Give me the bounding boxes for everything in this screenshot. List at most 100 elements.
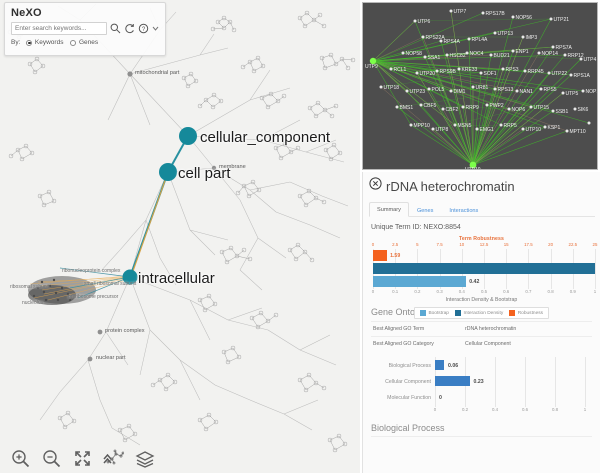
search-input[interactable]: [11, 22, 107, 35]
go-category-bar[interactable]: [435, 360, 444, 370]
network-node[interactable]: [523, 69, 527, 73]
network-node[interactable]: [543, 125, 547, 129]
layers-icon[interactable]: [134, 448, 155, 469]
network-node[interactable]: [475, 127, 479, 131]
network-node-label[interactable]: KSP1: [548, 125, 561, 131]
chevron-down-icon[interactable]: [152, 22, 159, 35]
network-node-label[interactable]: UTP21: [554, 17, 570, 23]
tree-label-mitochondrial-part[interactable]: mitochondrial part: [135, 70, 180, 76]
bar-bootstrap[interactable]: [373, 276, 467, 287]
bar-interaction-density[interactable]: [373, 263, 595, 274]
network-node-label[interactable]: RPS1A: [574, 73, 591, 79]
network-node-label[interactable]: NOP56: [516, 15, 533, 21]
radio-genes[interactable]: Genes: [70, 39, 98, 46]
ontology-tree-graph[interactable]: [0, 0, 360, 473]
network-node-label[interactable]: UTP20: [420, 71, 436, 77]
network-node-label[interactable]: UTP4: [584, 57, 597, 63]
tree-label-cell-part[interactable]: cell part: [178, 165, 231, 182]
legend-interaction-density[interactable]: Interaction Density: [454, 310, 503, 316]
tab-interactions[interactable]: Interactions: [449, 208, 479, 214]
network-node-label[interactable]: UTP23: [410, 89, 426, 95]
network-node-label[interactable]: RRP45: [528, 69, 544, 75]
network-node-label[interactable]: RPS17B: [486, 11, 506, 17]
network-node-label[interactable]: CBF5: [424, 103, 437, 109]
network-node[interactable]: [573, 107, 577, 111]
network-node[interactable]: [549, 17, 553, 21]
network-node[interactable]: [579, 57, 583, 61]
network-node[interactable]: [493, 31, 497, 35]
network-node-label[interactable]: UTP15: [534, 105, 550, 111]
network-node[interactable]: [395, 105, 399, 109]
search-icon[interactable]: [109, 22, 121, 35]
network-node[interactable]: [379, 85, 383, 89]
network-node-label[interactable]: SSB1: [556, 109, 569, 115]
network-node-label[interactable]: MPP10: [414, 123, 431, 129]
network-node[interactable]: [421, 35, 425, 39]
network-node[interactable]: [507, 107, 511, 111]
network-node[interactable]: [565, 129, 569, 133]
network-node[interactable]: [441, 107, 445, 111]
network-node-label[interactable]: BUD21: [494, 53, 510, 59]
network-node[interactable]: [521, 127, 525, 131]
network-node[interactable]: [547, 71, 551, 75]
network-node-label[interactable]: NOP14: [542, 51, 559, 57]
network-node-label[interactable]: UTP8: [436, 127, 449, 133]
network-node[interactable]: [499, 123, 503, 127]
network-node-label[interactable]: RPS13: [498, 87, 514, 93]
network-node[interactable]: [539, 87, 543, 91]
network-node-label[interactable]: UTP7: [454, 9, 467, 15]
network-node-label[interactable]: NOP1: [586, 89, 599, 95]
network-node-label[interactable]: SSA1: [428, 55, 441, 61]
network-node-label[interactable]: HSC82: [450, 53, 466, 59]
close-circle-icon[interactable]: [369, 177, 382, 195]
network-node[interactable]: [467, 37, 471, 41]
network-node-label[interactable]: NOP58: [406, 51, 423, 57]
network-node[interactable]: [461, 105, 465, 109]
network-node[interactable]: [453, 123, 457, 127]
network-node-label[interactable]: MPT10: [570, 129, 586, 135]
network-node[interactable]: [419, 103, 423, 107]
refresh-icon[interactable]: [123, 22, 135, 35]
network-node-label[interactable]: UTP10: [526, 127, 542, 133]
tree-label-intracellular[interactable]: intracellular: [138, 270, 215, 287]
network-node[interactable]: [389, 67, 393, 71]
network-node-label[interactable]: UTP13: [498, 31, 514, 37]
network-node[interactable]: [511, 15, 515, 19]
network-node-label[interactable]: NOC4: [470, 51, 484, 57]
gene-interaction-network[interactable]: UTP6 UTP7 RPS17B NOP56 UTP21 RPS22A RPS4A RPL4A…: [362, 2, 598, 170]
network-node[interactable]: [561, 91, 565, 95]
network-node[interactable]: [449, 89, 453, 93]
network-node-label[interactable]: RRP9: [466, 105, 480, 111]
network-node[interactable]: [457, 67, 461, 71]
network-node-label[interactable]: SIK6: [578, 107, 589, 113]
zoom-out-icon[interactable]: [41, 448, 62, 469]
network-node-label[interactable]: RPS3: [506, 67, 519, 73]
network-node[interactable]: [551, 109, 555, 113]
network-node-label[interactable]: ENP1: [516, 49, 529, 55]
network-node-label[interactable]: NOP6: [512, 107, 526, 113]
network-node-label[interactable]: RPL4A: [472, 37, 489, 43]
legend-bootstrap[interactable]: Bootstrap: [419, 310, 449, 316]
tree-label-ribonucleoprotein-complex[interactable]: ribonucleoprotein complex: [62, 268, 121, 274]
network-node[interactable]: [415, 71, 419, 75]
network-node-label[interactable]: CBF2: [446, 107, 459, 113]
network-node-label[interactable]: EMG1: [480, 127, 494, 133]
network-node-label[interactable]: RRP5: [504, 123, 518, 129]
tab-summary[interactable]: Summary: [369, 202, 409, 217]
radio-keywords-dot[interactable]: [26, 39, 33, 46]
zoom-in-icon[interactable]: [10, 448, 31, 469]
network-node[interactable]: [401, 51, 405, 55]
network-node[interactable]: [405, 89, 409, 93]
network-node-label[interactable]: KRE33: [462, 67, 478, 73]
legend-robustness[interactable]: Robustness: [509, 310, 543, 316]
radio-keywords[interactable]: Keywords: [26, 39, 63, 46]
tree-label-cellular-component[interactable]: cellular_component: [200, 129, 331, 146]
network-node-label[interactable]: DIM1: [454, 89, 466, 95]
network-node-label[interactable]: RPS4A: [444, 39, 461, 45]
tree-label-nucleolus[interactable]: nucleolus: [22, 300, 44, 306]
network-node[interactable]: [551, 45, 555, 49]
network-node[interactable]: [471, 85, 475, 89]
network-node-label[interactable]: PWP2: [490, 103, 504, 109]
tree-label-ribosomal-subunit[interactable]: ribosomal subunit: [10, 284, 50, 290]
